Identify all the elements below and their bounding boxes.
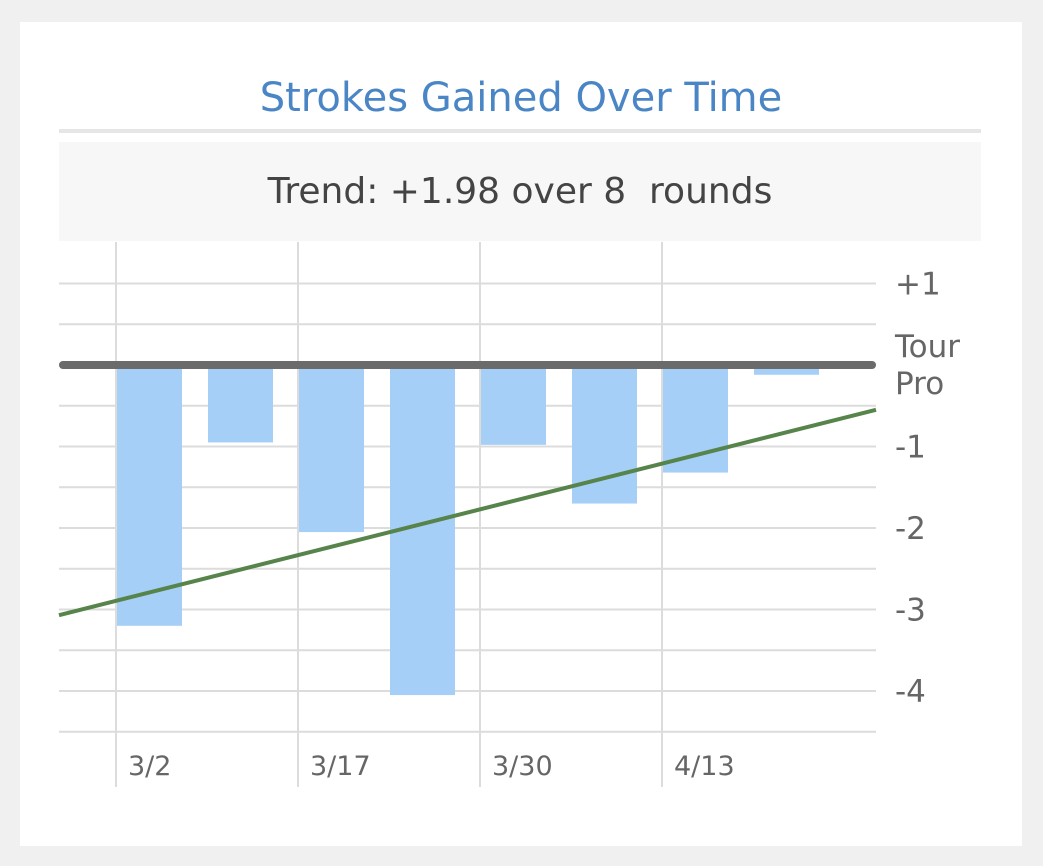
trend-summary-box: Trend: +1.98 over 8 rounds xyxy=(59,142,981,241)
bar xyxy=(481,365,546,445)
x-tick-label: 3/30 xyxy=(492,751,553,782)
chart-title: Strokes Gained Over Time xyxy=(259,75,783,121)
y-tick-label: -1 xyxy=(895,430,926,466)
y-tick-label: Tour Pro xyxy=(894,329,960,402)
title-divider xyxy=(59,129,981,133)
y-tick-label: -2 xyxy=(895,511,926,547)
x-tick-label: 3/17 xyxy=(310,751,371,782)
x-tick-label: 3/2 xyxy=(128,751,171,782)
bar xyxy=(754,365,819,375)
bar xyxy=(299,365,364,533)
chart-card: Strokes Gained Over Time Trend: +1.98 ov… xyxy=(20,22,1022,846)
chart-plot: 3/2 3/17 3/30 4/13 +1 Tour Pro -1 -2 -3 -4 xyxy=(58,242,960,787)
y-tick-label: -4 xyxy=(895,674,926,710)
bar xyxy=(208,365,273,443)
bar xyxy=(117,365,182,626)
y-tick-label: -3 xyxy=(895,593,926,629)
trend-line xyxy=(58,407,877,618)
bar xyxy=(572,365,637,504)
x-tick-label: 4/13 xyxy=(674,751,735,782)
trend-summary-text: Trend: +1.98 over 8 rounds xyxy=(267,171,773,212)
y-tick-label: +1 xyxy=(895,267,941,303)
